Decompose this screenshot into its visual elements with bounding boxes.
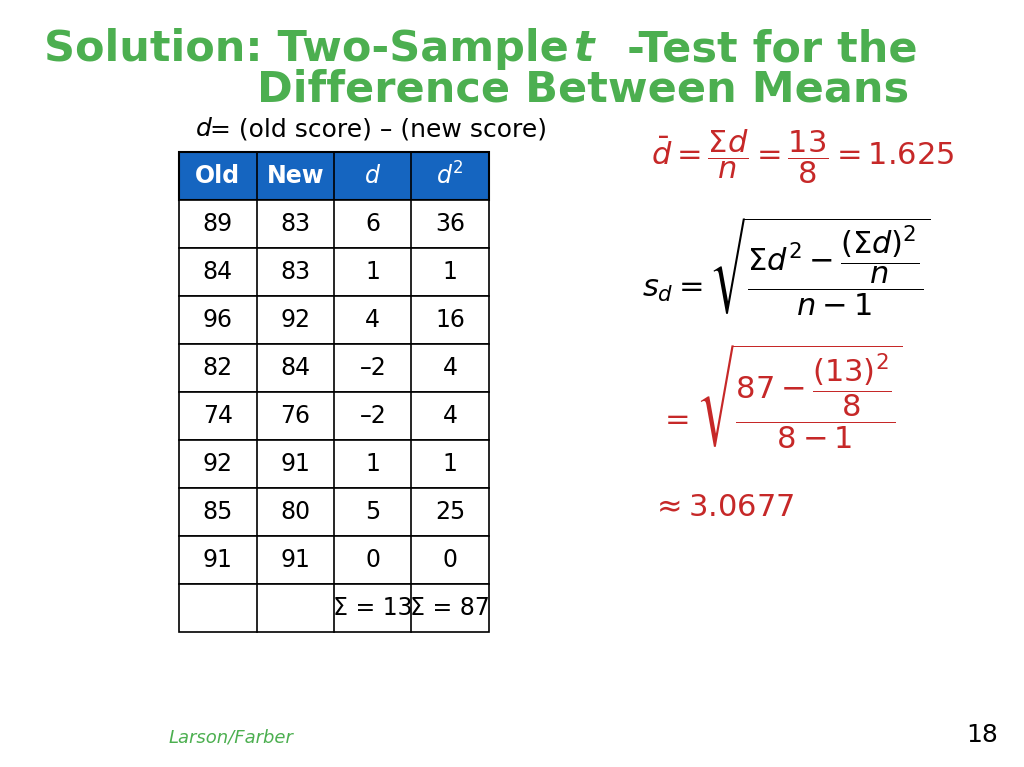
Text: Solution: Two-Sample: Solution: Two-Sample: [44, 28, 584, 70]
Text: 92: 92: [281, 308, 310, 332]
Text: Difference Between Means: Difference Between Means: [257, 68, 909, 110]
Text: 74: 74: [203, 404, 232, 428]
Text: -Test for the: -Test for the: [584, 28, 918, 70]
Text: Σ = 87: Σ = 87: [411, 596, 490, 620]
Text: New: New: [266, 164, 325, 188]
Text: 85: 85: [203, 500, 233, 524]
Text: = (old score) – (new score): = (old score) – (new score): [210, 117, 547, 141]
Text: $\approx 3.0677$: $\approx 3.0677$: [650, 492, 794, 522]
Text: 36: 36: [435, 212, 465, 236]
Text: $d$: $d$: [195, 117, 213, 141]
Bar: [179, 152, 488, 200]
Text: $d^2$: $d^2$: [436, 163, 464, 189]
Text: –2: –2: [359, 356, 386, 380]
Text: 4: 4: [442, 404, 458, 428]
Text: 0: 0: [442, 548, 458, 572]
Text: 4: 4: [366, 308, 380, 332]
Text: 5: 5: [366, 500, 380, 524]
Text: 83: 83: [281, 212, 310, 236]
Text: 82: 82: [203, 356, 233, 380]
Text: 18: 18: [967, 723, 998, 747]
Text: 84: 84: [203, 260, 233, 284]
Text: 1: 1: [442, 452, 458, 476]
Text: 91: 91: [281, 548, 310, 572]
Text: 80: 80: [281, 500, 310, 524]
Text: 91: 91: [203, 548, 232, 572]
Text: Larson/Farber: Larson/Farber: [169, 729, 294, 747]
Text: 84: 84: [281, 356, 310, 380]
Text: $d$: $d$: [365, 164, 381, 188]
Text: t: t: [573, 28, 594, 70]
Text: $= \sqrt{\dfrac{87 - \dfrac{(13)^2}{8}}{8-1}}$: $= \sqrt{\dfrac{87 - \dfrac{(13)^2}{8}}{…: [659, 343, 903, 452]
Bar: [179, 440, 488, 488]
Text: $\bar{d} = \dfrac{\Sigma d}{n} = \dfrac{13}{8} = 1.625$: $\bar{d} = \dfrac{\Sigma d}{n} = \dfrac{…: [650, 128, 954, 186]
Text: 6: 6: [366, 212, 380, 236]
Text: 96: 96: [203, 308, 232, 332]
Text: 76: 76: [281, 404, 310, 428]
Text: 1: 1: [442, 260, 458, 284]
Text: 1: 1: [366, 260, 380, 284]
Text: –2: –2: [359, 404, 386, 428]
Bar: [179, 248, 488, 296]
Bar: [179, 296, 488, 344]
Text: 89: 89: [203, 212, 233, 236]
Text: 25: 25: [435, 500, 465, 524]
Bar: [179, 200, 488, 248]
Text: 1: 1: [366, 452, 380, 476]
Text: 83: 83: [281, 260, 310, 284]
Text: 4: 4: [442, 356, 458, 380]
Text: 92: 92: [203, 452, 232, 476]
Text: $s_d = \sqrt{\dfrac{\Sigma d^2 - \dfrac{(\Sigma d)^2}{n}}{n-1}}$: $s_d = \sqrt{\dfrac{\Sigma d^2 - \dfrac{…: [642, 216, 931, 318]
Bar: [179, 536, 488, 584]
Bar: [179, 344, 488, 392]
Text: Σ = 13: Σ = 13: [333, 596, 413, 620]
Text: Old: Old: [196, 164, 241, 188]
Bar: [179, 584, 488, 632]
Bar: [179, 488, 488, 536]
Text: 0: 0: [366, 548, 380, 572]
Bar: [179, 392, 488, 440]
Text: 16: 16: [435, 308, 465, 332]
Text: 91: 91: [281, 452, 310, 476]
